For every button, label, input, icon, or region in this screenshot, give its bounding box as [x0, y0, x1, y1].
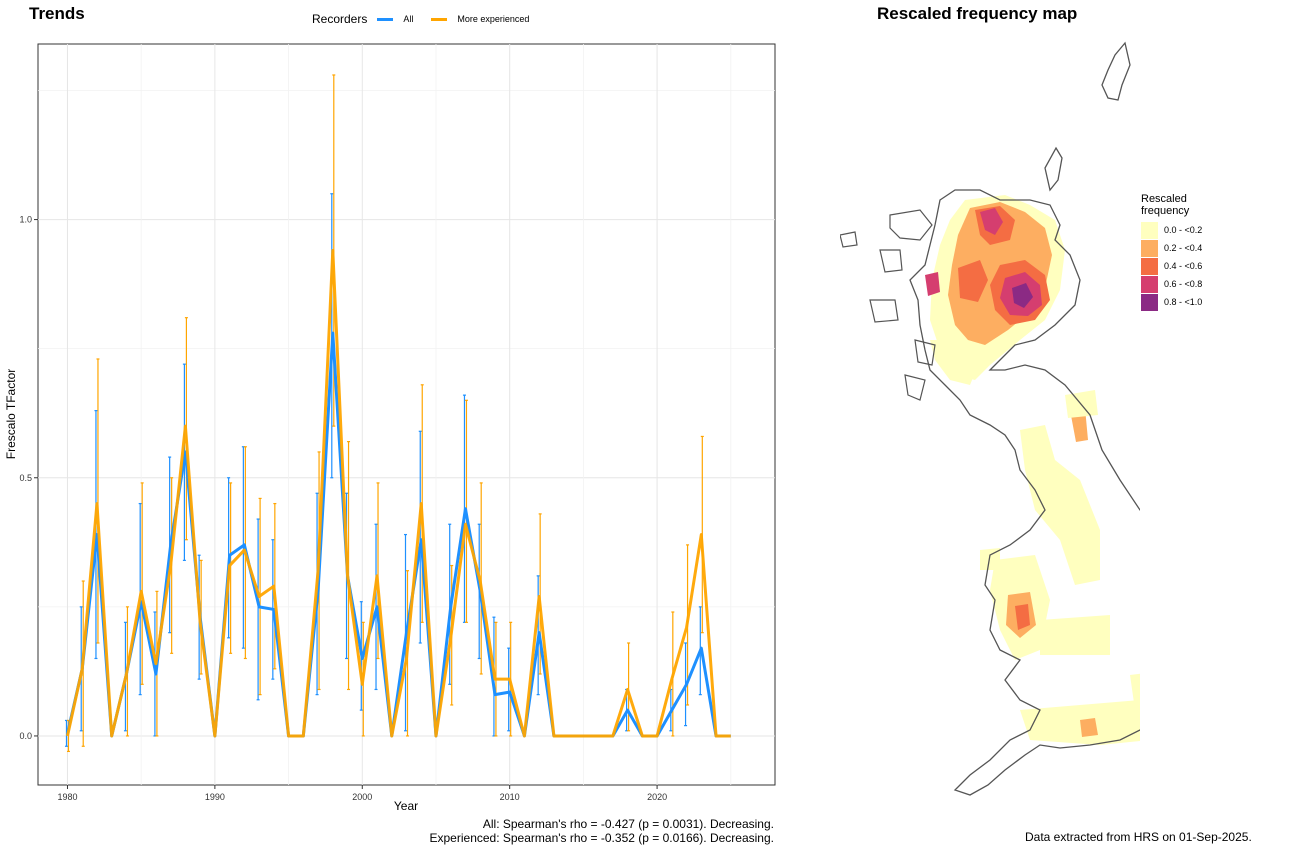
axis-layer: 1980 1990 2000 2010 2020 0.0 0.5 1.0 [19, 215, 667, 802]
map-legend-swatch [1141, 221, 1158, 239]
map-legend-label: 0.2 - <0.4 [1164, 243, 1203, 253]
map-legend-title-1: Rescaled [1141, 193, 1187, 205]
legend-swatch-all [377, 17, 394, 21]
map-title: Rescaled frequency map [877, 4, 1078, 23]
map-legend-swatch [1141, 275, 1158, 293]
map-legend-swatch [1141, 257, 1158, 275]
map-legend-label: 0.8 - <1.0 [1164, 297, 1203, 307]
x-tick-label: 1990 [205, 792, 225, 802]
legend-label-experienced: More experienced [457, 14, 530, 24]
legend-label-all: All [403, 14, 414, 24]
footer-note: Data extracted from HRS on 01-Sep-2025. [1025, 830, 1252, 844]
y-axis-label: Frescalo TFactor [4, 369, 18, 459]
map-legend-title-2: frequency [1141, 205, 1190, 217]
x-axis-label: Year [394, 799, 418, 813]
map-legend-label: 0.4 - <0.6 [1164, 261, 1203, 271]
x-tick-label: 2020 [647, 792, 667, 802]
trends-title: Trends [29, 4, 85, 23]
map-legend-row: 0.2 - <0.4 [1141, 239, 1202, 257]
map-legend-swatch [1141, 239, 1158, 257]
series-lines [66, 249, 731, 738]
legend-title: Recorders [312, 12, 368, 26]
map-legend-row: 0.0 - <0.2 [1141, 221, 1202, 239]
frequency-cells [925, 195, 1140, 745]
map-legend-row: 0.6 - <0.8 [1141, 275, 1202, 293]
x-tick-label: 2000 [352, 792, 372, 802]
x-tick-label: 2010 [500, 792, 520, 802]
map-legend-label: 0.0 - <0.2 [1164, 225, 1203, 235]
y-tick-label: 0.0 [19, 731, 32, 741]
series-line-experienced [66, 249, 731, 738]
map-legend-swatch [1141, 293, 1158, 311]
legend-swatch-experienced [431, 17, 448, 21]
plot-panel [37, 43, 776, 786]
x-tick-label: 1980 [57, 792, 77, 802]
stat-experienced: Experienced: Spearman's rho = -0.352 (p … [429, 831, 775, 845]
y-tick-label: 0.5 [19, 473, 32, 483]
trend-chart: 1980 1990 2000 2010 2020 0.0 0.5 1.0 Year Fresc… [4, 43, 776, 813]
frequency-map [840, 41, 1140, 796]
stat-all: All: Spearman's rho = -0.427 (p = 0.0031… [482, 817, 774, 831]
island-outline [840, 209, 933, 323]
map-legend: Rescaled frequency 0.0 - <0.2 0.2 - <0.4… [1141, 193, 1202, 311]
recorders-legend: Recorders All More experienced [312, 12, 537, 26]
map-legend-label: 0.6 - <0.8 [1164, 279, 1203, 289]
island-outline [904, 339, 936, 401]
y-tick-label: 1.0 [19, 215, 32, 225]
grid-layer [38, 44, 775, 785]
map-legend-row: 0.4 - <0.6 [1141, 257, 1202, 275]
map-legend-row: 0.8 - <1.0 [1141, 293, 1202, 311]
coastline-outline [909, 41, 1140, 796]
